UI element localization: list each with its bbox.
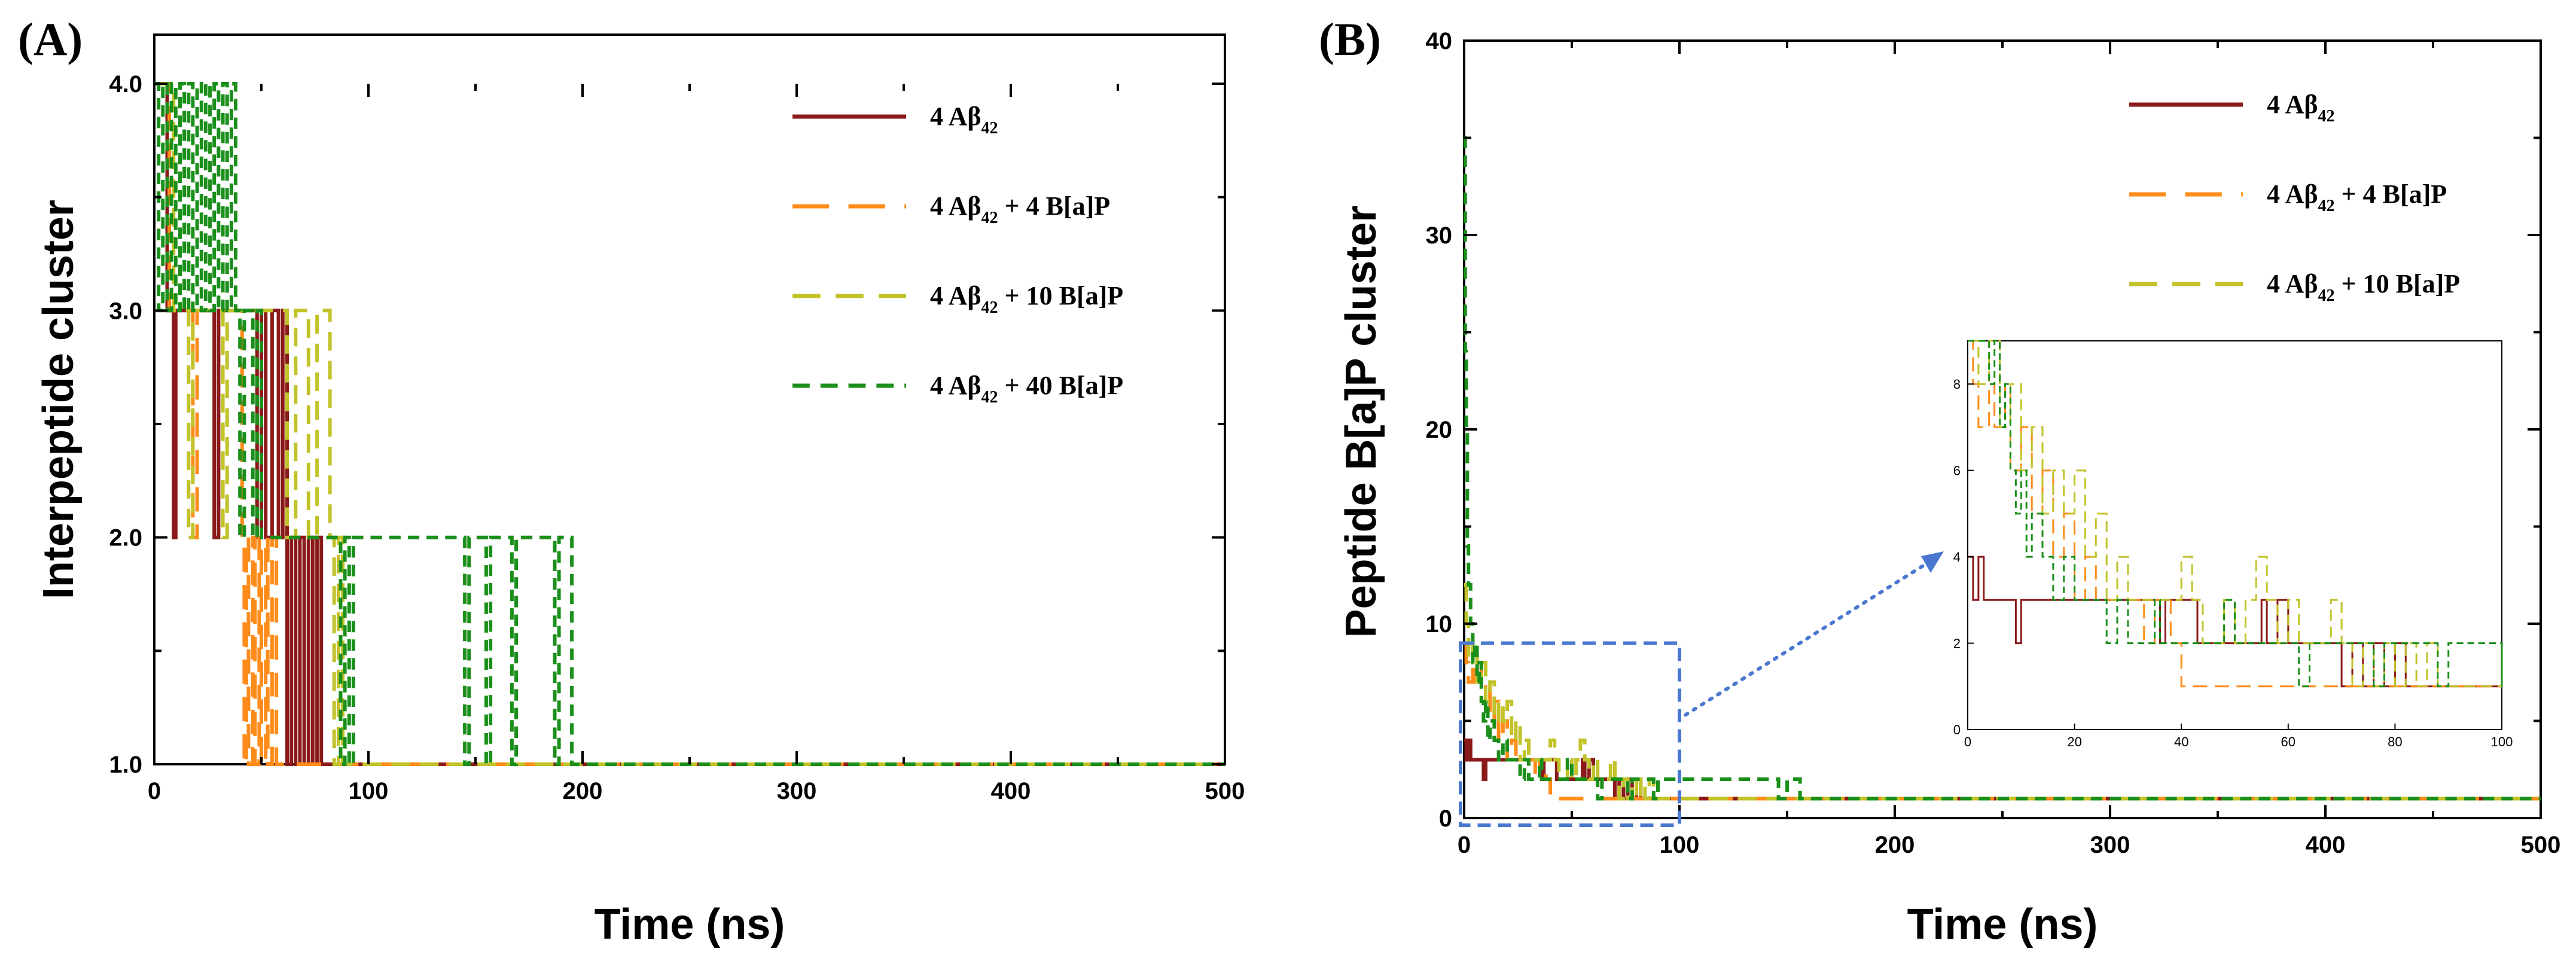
panel-a-y-tick-label: 4.0 [109,71,142,97]
panel-b-series-line-4 [1463,136,2541,801]
panel-b-x-tick-label: 400 [2306,832,2346,858]
zoom-inset-x-ticks: 0 20 40 60 80 100 [1964,724,2513,749]
panel-a-x-tick-label: 400 [991,778,1031,804]
inset-y-tick-label: 8 [1953,377,1961,392]
panel-b-x-tick-label: 0 [1458,832,1471,858]
inset-y-tick-label: 0 [1953,722,1961,737]
panel-a-y-tick-label: 2.0 [109,525,142,551]
inset-x-tick-label: 0 [1964,734,1971,749]
inset-y-tick-label: 6 [1953,463,1961,478]
panel-a-x-tick-label: 300 [777,778,817,804]
panel-a-y-ticks: 1.0 2.0 3.0 4.0 [109,71,1225,778]
panel-a-series-line-1 [154,82,1225,766]
zoom-arrow-head [1921,551,1944,573]
panel-a-label: (A) [18,13,83,65]
panel-a-legend-label-4: 4 Aβ42 + 40 B[a]P [930,371,1123,407]
inset-x-tick-label: 80 [2388,734,2402,749]
inset-y-tick-label: 4 [1953,550,1961,565]
panel-b-y-tick-label: 20 [1426,417,1453,443]
panel-b-series-group [1463,136,2541,801]
panel-a-legend-label-3: 4 Aβ42 + 10 B[a]P [930,281,1123,317]
zoom-inset: 0 20 40 60 80 100 0 2 4 6 8 [1953,340,2513,749]
panel-a-y-tick-label: 1.0 [109,752,142,778]
zoom-inset-series-group [1968,340,2503,688]
panel-b-y-tick-label: 30 [1426,222,1453,249]
inset-x-tick-label: 100 [2491,734,2513,749]
zoom-inset-frame [1967,340,2502,730]
zoom-inset-y-ticks: 0 2 4 6 8 [1953,377,1974,737]
panel-b-y-tick-label: 10 [1426,611,1453,637]
panel-b-x-ticks: 0 100 200 300 400 500 [1458,41,2561,858]
panel-a-series-line-4 [154,82,1225,766]
panel-a-legend: 4 Aβ42 4 Aβ42 + 4 B[a]P 4 Aβ42 + 10 B[a]P 4… [792,102,1123,407]
panel-a-x-tick-label: 0 [148,778,161,804]
panel-b-x-tick-label: 300 [2090,832,2130,858]
panel-b-x-tick-label: 100 [1660,832,1700,858]
panel-b-y-tick-label: 40 [1426,28,1453,54]
panel-a: (A) 0 100 200 300 400 500 1.0 2.0 3.0 4.0 Time (… [18,13,1245,948]
panel-b-x-tick-label: 200 [1875,832,1915,858]
panel-a-y-tick-label: 3.0 [109,298,142,324]
zoom-region-box [1459,641,1681,827]
panel-a-x-tick-label: 200 [563,778,603,804]
panel-a-x-axis-title: Time (ns) [595,901,785,948]
inset-series-line-4 [1968,340,2503,688]
inset-x-tick-label: 40 [2174,734,2188,749]
inset-x-tick-label: 60 [2281,734,2295,749]
panel-b-legend-label-2: 4 Aβ42 + 4 B[a]P [2267,179,2447,215]
panel-a-series-line-2 [154,82,1225,766]
panel-b-y-tick-label: 0 [1439,806,1452,832]
panel-a-x-tick-label: 100 [349,778,389,804]
panel-a-series-group [154,82,1225,766]
inset-x-tick-label: 20 [2067,734,2081,749]
panel-a-legend-label-2: 4 Aβ42 + 4 B[a]P [930,191,1110,227]
panel-a-series-line-3 [154,82,1225,766]
panel-b-y-axis-title: Peptide B[a]P cluster [1337,206,1385,638]
panel-b-legend-label-1: 4 Aβ42 [2267,90,2335,126]
inset-y-tick-label: 2 [1953,636,1961,651]
zoom-arrow [1684,560,1931,717]
panel-b-x-axis-title: Time (ns) [1907,901,2098,948]
panel-a-legend-label-1: 4 Aβ42 [930,102,998,138]
panel-b-label: (B) [1319,13,1381,65]
panel-a-y-axis-title: Interpeptide cluster [35,200,83,599]
panel-a-x-tick-label: 500 [1205,778,1245,804]
panel-b-x-tick-label: 500 [2521,832,2561,858]
panel-b-series-line-1 [1464,739,2541,801]
panel-a-x-ticks: 0 100 200 300 400 500 [148,84,1245,804]
panel-b-legend-label-3: 4 Aβ42 + 10 B[a]P [2267,269,2460,305]
